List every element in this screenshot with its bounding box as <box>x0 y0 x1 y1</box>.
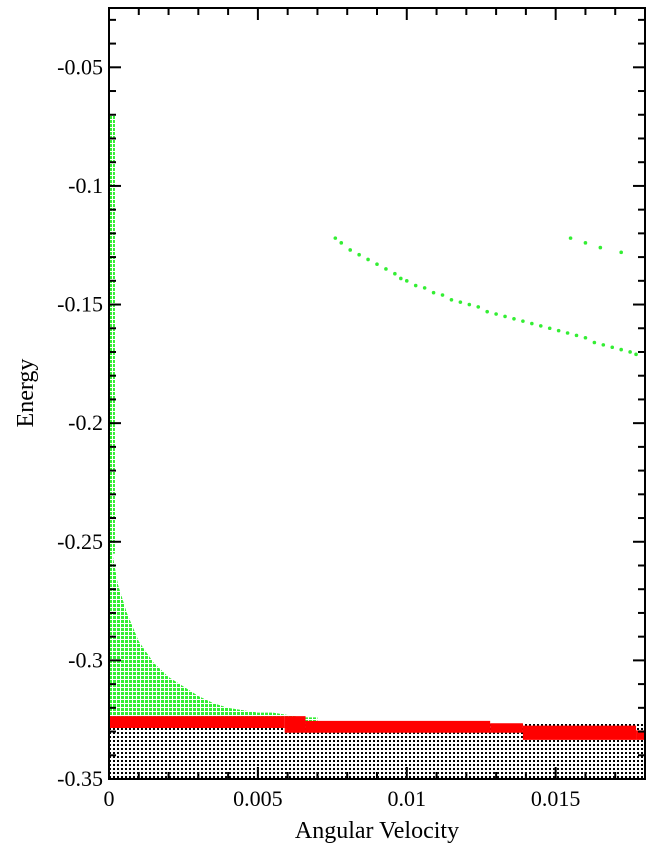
y-tick-label: -0.2 <box>68 410 103 435</box>
y-tick-label: -0.05 <box>57 54 103 79</box>
series-0-point <box>530 321 534 326</box>
series-0-point <box>375 262 379 267</box>
plot-area <box>109 114 645 779</box>
series-0-point <box>333 236 338 240</box>
x-tick-label: 0.01 <box>388 786 427 811</box>
series-0-point <box>399 276 403 281</box>
red-band-1 <box>284 716 306 733</box>
axes: -0.35 -0.3 -0.25 -0.2 -0.15 -0.1 -0.05 0 0.005 0.… <box>57 7 646 811</box>
series-0-point <box>384 267 388 271</box>
red-band-0 <box>109 716 285 728</box>
series-0-point <box>413 283 418 288</box>
series-0-point <box>404 279 409 283</box>
x-tick-label: 0 <box>104 786 115 811</box>
series-0-point <box>357 252 361 257</box>
series-0-point <box>512 316 516 321</box>
series-0-point <box>592 340 597 345</box>
series-0-point <box>556 328 561 333</box>
x-tick-label: 0.015 <box>531 786 581 811</box>
plot-frame <box>108 7 646 780</box>
series-0-point <box>601 343 606 347</box>
series-0-point <box>565 331 570 335</box>
y-tick-label: -0.15 <box>57 292 103 317</box>
y-axis-title: Energy <box>13 359 39 428</box>
x-tick-label: 0.005 <box>233 786 283 811</box>
series-0-point <box>619 347 623 352</box>
region-0 <box>109 114 115 554</box>
x-axis-title: Angular Velocity <box>295 818 459 843</box>
series-1-point <box>568 236 573 240</box>
red-band-2 <box>305 720 491 733</box>
series-0-point <box>348 248 353 252</box>
series-1-point <box>598 245 603 250</box>
series-0-point <box>440 293 445 297</box>
series-0-point <box>610 345 615 350</box>
series-0-point <box>339 241 344 245</box>
series-0-point <box>485 309 489 314</box>
axis-labels: Angular Velocity Energy <box>13 359 459 843</box>
series-1-point <box>619 250 623 255</box>
series-0-point <box>574 333 579 338</box>
region-1 <box>109 551 318 725</box>
series-0-point <box>366 257 370 262</box>
red-band-5 <box>636 730 645 740</box>
series-0-point <box>458 300 463 304</box>
y-tick-label: -0.3 <box>68 647 103 672</box>
y-tick-label: -0.1 <box>68 173 103 198</box>
series-0-point <box>431 290 436 295</box>
series-0-point <box>467 302 472 307</box>
series-0-point <box>521 319 525 323</box>
series-0-point <box>634 352 638 357</box>
series-0-point <box>449 297 454 302</box>
y-tick-label: -0.35 <box>57 766 103 791</box>
series-0-point <box>583 335 588 340</box>
series-0-point <box>628 350 632 354</box>
series-0-point <box>422 286 427 290</box>
series-0-point <box>503 314 507 319</box>
series-0-point <box>393 271 397 276</box>
red-band-3 <box>490 723 523 733</box>
series-0-point <box>538 324 543 328</box>
series-0-point <box>476 305 481 309</box>
y-tick-label: -0.25 <box>57 529 103 554</box>
series-0-point <box>494 312 498 316</box>
series-1-point <box>583 241 588 245</box>
red-band-4 <box>522 725 637 740</box>
series-0-point <box>547 326 552 331</box>
